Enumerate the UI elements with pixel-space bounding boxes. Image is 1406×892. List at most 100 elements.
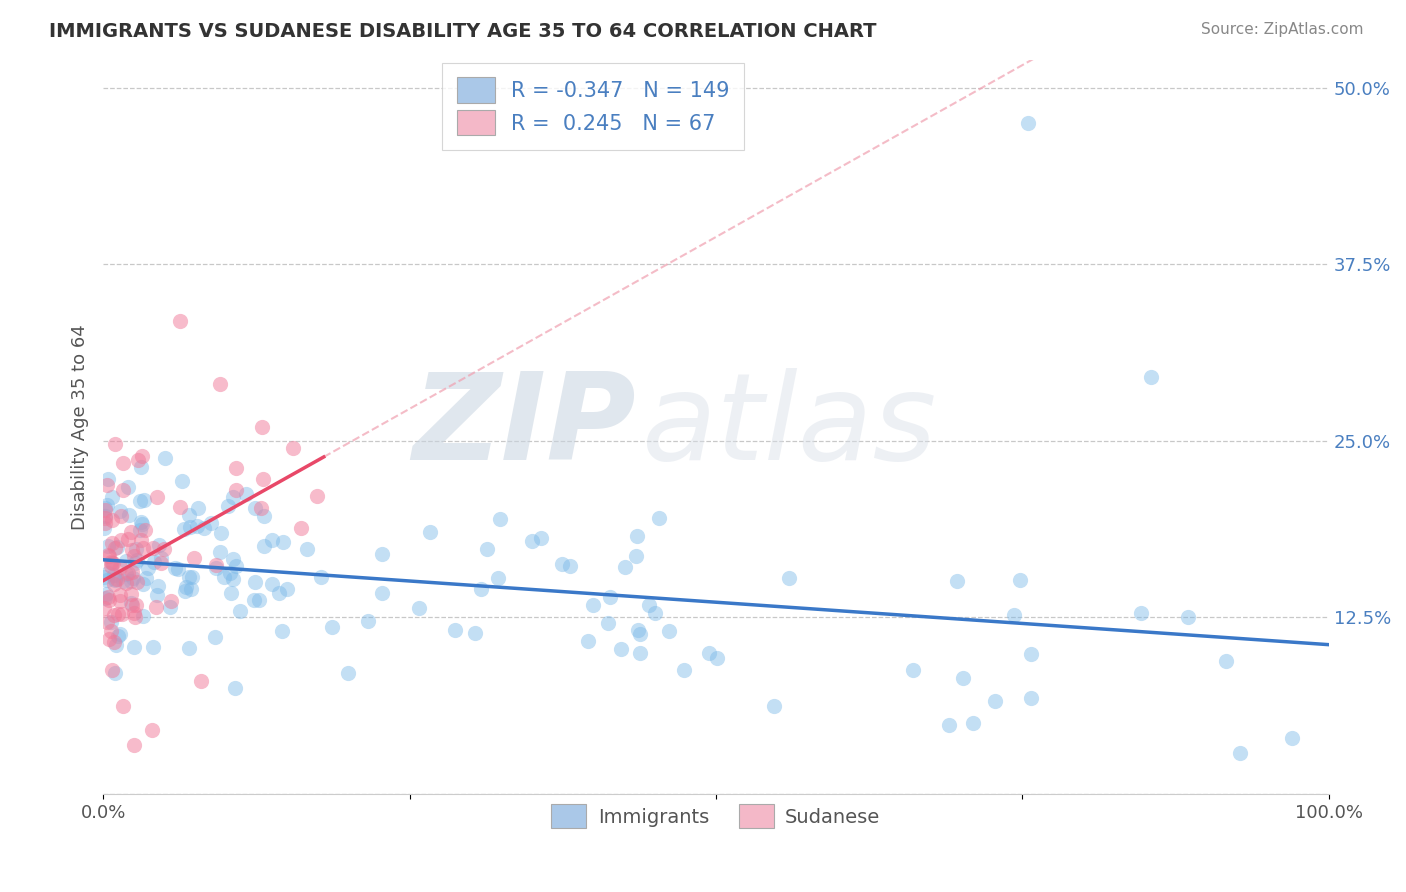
Point bbox=[110, 509, 132, 524]
Point bbox=[93, 591, 115, 606]
Point bbox=[1215, 654, 1237, 668]
Legend: Immigrants, Sudanese: Immigrants, Sudanese bbox=[544, 797, 889, 836]
Point bbox=[146, 588, 169, 602]
Point bbox=[276, 582, 298, 597]
Point bbox=[186, 519, 208, 533]
Point bbox=[311, 570, 333, 584]
Point bbox=[100, 555, 122, 569]
Point bbox=[122, 549, 145, 563]
Point bbox=[120, 525, 142, 540]
Point bbox=[122, 606, 145, 620]
Point bbox=[97, 549, 120, 563]
Point bbox=[177, 640, 200, 655]
Text: IMMIGRANTS VS SUDANESE DISABILITY AGE 35 TO 64 CORRELATION CHART: IMMIGRANTS VS SUDANESE DISABILITY AGE 35… bbox=[49, 22, 877, 41]
Point bbox=[97, 632, 120, 647]
Point bbox=[131, 516, 153, 530]
Point bbox=[100, 615, 122, 629]
Point bbox=[104, 573, 127, 587]
Point bbox=[148, 538, 170, 552]
Point bbox=[763, 699, 786, 714]
Point bbox=[628, 646, 651, 660]
Point bbox=[174, 580, 197, 594]
Point bbox=[110, 533, 132, 547]
Point bbox=[1281, 731, 1303, 745]
Point bbox=[260, 533, 283, 548]
Point bbox=[204, 630, 226, 644]
Point bbox=[132, 541, 155, 555]
Point bbox=[97, 472, 120, 486]
Point bbox=[609, 642, 631, 657]
Point bbox=[626, 549, 648, 564]
Point bbox=[271, 535, 294, 549]
Point bbox=[219, 586, 242, 600]
Point bbox=[648, 510, 671, 524]
Point bbox=[108, 559, 131, 574]
Point bbox=[190, 674, 212, 689]
Point bbox=[96, 478, 118, 492]
Point bbox=[111, 456, 134, 470]
Text: Source: ZipAtlas.com: Source: ZipAtlas.com bbox=[1201, 22, 1364, 37]
Point bbox=[107, 540, 129, 554]
Point bbox=[295, 541, 318, 556]
Point bbox=[117, 480, 139, 494]
Point bbox=[124, 556, 146, 570]
Point bbox=[252, 472, 274, 486]
Point bbox=[97, 539, 120, 553]
Point bbox=[103, 567, 125, 582]
Point bbox=[243, 592, 266, 607]
Point bbox=[146, 491, 169, 505]
Point bbox=[169, 500, 191, 515]
Point bbox=[97, 592, 120, 607]
Point bbox=[486, 571, 509, 585]
Point bbox=[142, 640, 165, 655]
Point bbox=[262, 577, 284, 591]
Point bbox=[290, 521, 312, 535]
Point bbox=[200, 516, 222, 530]
Point bbox=[658, 624, 681, 639]
Point bbox=[115, 554, 138, 568]
Point bbox=[149, 556, 172, 570]
Point bbox=[117, 533, 139, 547]
Point bbox=[97, 566, 120, 580]
Point bbox=[243, 575, 266, 590]
Point bbox=[104, 665, 127, 680]
Point bbox=[127, 452, 149, 467]
Point bbox=[253, 539, 276, 553]
Point bbox=[111, 698, 134, 713]
Point bbox=[252, 419, 274, 434]
Point bbox=[134, 524, 156, 538]
Point bbox=[778, 571, 800, 585]
Point bbox=[305, 489, 328, 503]
Point bbox=[371, 548, 394, 562]
Point bbox=[983, 694, 1005, 708]
Point bbox=[93, 521, 115, 535]
Point bbox=[180, 582, 202, 596]
Point bbox=[697, 646, 720, 660]
Point bbox=[94, 501, 117, 516]
Point bbox=[489, 512, 512, 526]
Point bbox=[673, 663, 696, 677]
Point bbox=[576, 634, 599, 648]
Point bbox=[336, 665, 359, 680]
Point bbox=[153, 451, 176, 466]
Point bbox=[1002, 608, 1025, 623]
Point bbox=[1229, 746, 1251, 760]
Point bbox=[128, 494, 150, 508]
Point bbox=[101, 663, 124, 677]
Point bbox=[122, 640, 145, 655]
Point bbox=[97, 591, 120, 605]
Point bbox=[470, 582, 492, 596]
Point bbox=[115, 566, 138, 581]
Point bbox=[117, 566, 139, 580]
Point bbox=[419, 524, 441, 539]
Point bbox=[357, 615, 380, 629]
Point bbox=[209, 544, 232, 558]
Point bbox=[97, 548, 120, 562]
Point bbox=[235, 487, 257, 501]
Point bbox=[1129, 607, 1152, 621]
Point bbox=[131, 517, 153, 532]
Point bbox=[101, 513, 124, 527]
Point bbox=[107, 607, 129, 621]
Point bbox=[146, 579, 169, 593]
Point bbox=[96, 615, 118, 629]
